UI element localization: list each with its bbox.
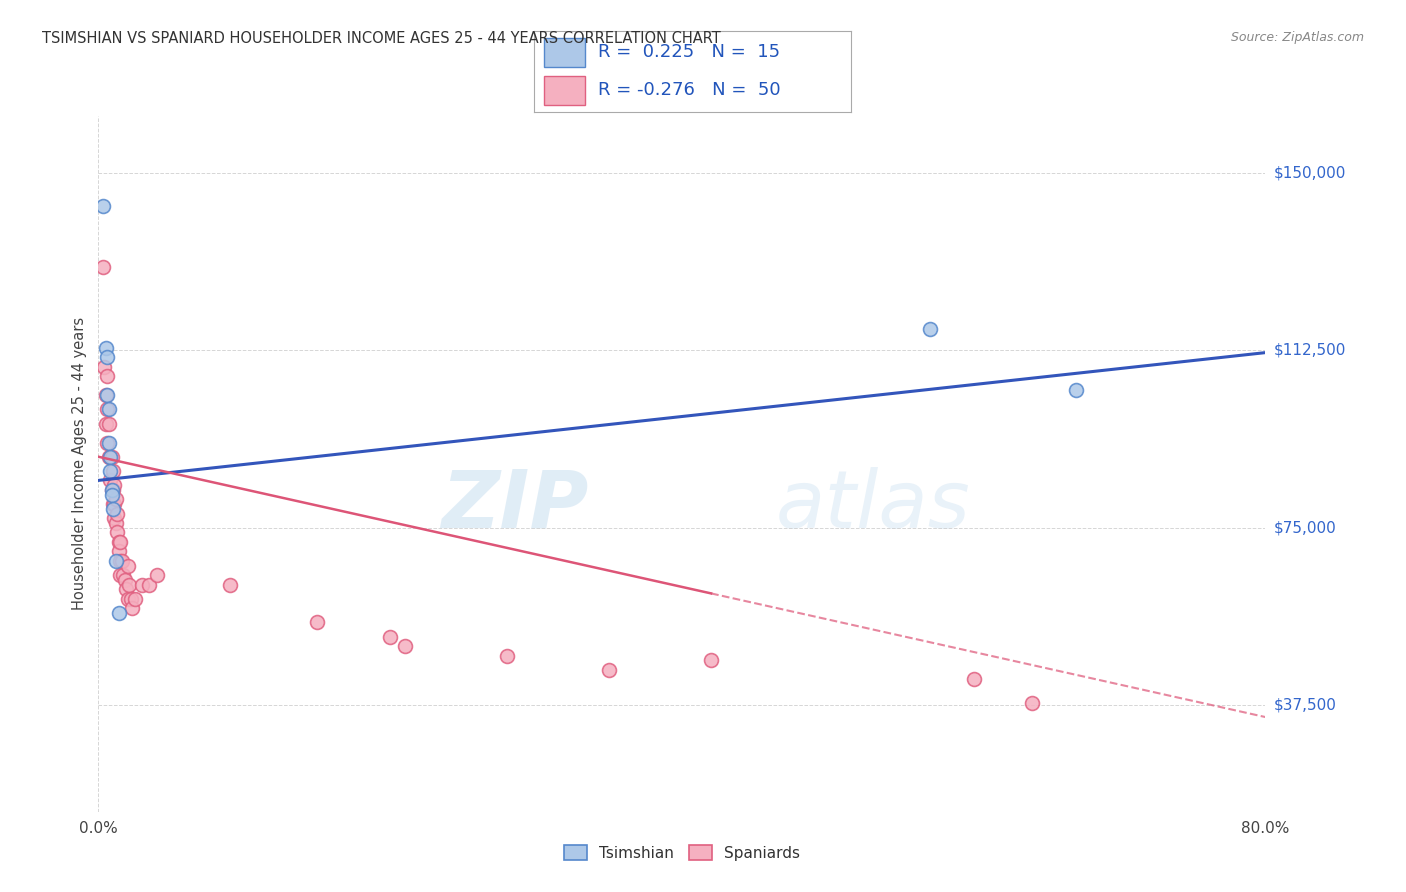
Point xyxy=(114,573,136,587)
Point xyxy=(96,369,118,384)
Point xyxy=(307,615,329,630)
Point xyxy=(394,639,416,653)
Text: R = -0.276   N =  50: R = -0.276 N = 50 xyxy=(598,81,780,99)
Point xyxy=(97,402,120,417)
Bar xyxy=(544,37,585,67)
Text: R =  0.225   N =  15: R = 0.225 N = 15 xyxy=(598,43,780,61)
Point xyxy=(98,464,121,478)
Text: $150,000: $150,000 xyxy=(1274,165,1346,180)
Point xyxy=(962,672,984,686)
Point xyxy=(120,591,142,606)
Point xyxy=(918,322,941,336)
Point xyxy=(98,450,121,464)
Point xyxy=(101,483,124,497)
Point xyxy=(100,487,122,501)
Point xyxy=(108,606,131,620)
Point xyxy=(100,483,122,497)
Point xyxy=(96,402,118,417)
Point xyxy=(101,497,124,511)
Text: ZIP: ZIP xyxy=(441,467,589,545)
Point xyxy=(91,199,114,213)
Point xyxy=(104,516,127,530)
Point xyxy=(96,388,118,402)
Point xyxy=(96,351,118,365)
Bar xyxy=(544,76,585,105)
Point xyxy=(124,591,146,606)
Point xyxy=(138,577,160,591)
Text: $112,500: $112,500 xyxy=(1274,343,1346,358)
Point xyxy=(1064,384,1087,398)
Point xyxy=(91,260,114,275)
Point xyxy=(117,558,139,573)
Point xyxy=(103,497,125,511)
Point xyxy=(93,359,115,374)
Text: TSIMSHIAN VS SPANIARD HOUSEHOLDER INCOME AGES 25 - 44 YEARS CORRELATION CHART: TSIMSHIAN VS SPANIARD HOUSEHOLDER INCOME… xyxy=(42,31,721,46)
Point xyxy=(110,554,132,568)
Point xyxy=(97,417,120,431)
Point xyxy=(97,435,120,450)
Text: Source: ZipAtlas.com: Source: ZipAtlas.com xyxy=(1230,31,1364,45)
Point xyxy=(98,450,121,464)
Point xyxy=(118,577,141,591)
Point xyxy=(94,417,117,431)
Point xyxy=(110,568,132,582)
Point xyxy=(218,577,240,591)
Text: $75,000: $75,000 xyxy=(1274,520,1337,535)
Point xyxy=(110,535,132,549)
Point xyxy=(121,601,143,615)
Point xyxy=(1021,696,1043,710)
Point xyxy=(111,554,134,568)
Point xyxy=(700,653,723,667)
Point xyxy=(100,483,122,497)
Point xyxy=(108,544,131,558)
Point xyxy=(103,478,125,492)
Point xyxy=(108,535,131,549)
Point xyxy=(495,648,517,663)
Point xyxy=(101,464,124,478)
Point xyxy=(104,554,127,568)
Legend: Tsimshian, Spaniards: Tsimshian, Spaniards xyxy=(558,839,806,867)
Point xyxy=(94,341,117,355)
Point xyxy=(98,474,121,488)
Point xyxy=(146,568,169,582)
Text: atlas: atlas xyxy=(775,467,970,545)
Y-axis label: Householder Income Ages 25 - 44 years: Householder Income Ages 25 - 44 years xyxy=(72,318,87,610)
Point xyxy=(94,388,117,402)
Text: $37,500: $37,500 xyxy=(1274,698,1337,713)
Point xyxy=(115,582,138,597)
Point xyxy=(117,591,139,606)
Point xyxy=(103,511,125,525)
Point xyxy=(131,577,153,591)
Point xyxy=(105,507,128,521)
Point xyxy=(378,630,402,644)
Point xyxy=(96,435,118,450)
Point xyxy=(97,450,120,464)
Point xyxy=(112,568,135,582)
Point xyxy=(101,501,124,516)
Point xyxy=(100,450,122,464)
Point xyxy=(598,663,620,677)
Point xyxy=(105,525,128,540)
Point xyxy=(104,492,127,507)
